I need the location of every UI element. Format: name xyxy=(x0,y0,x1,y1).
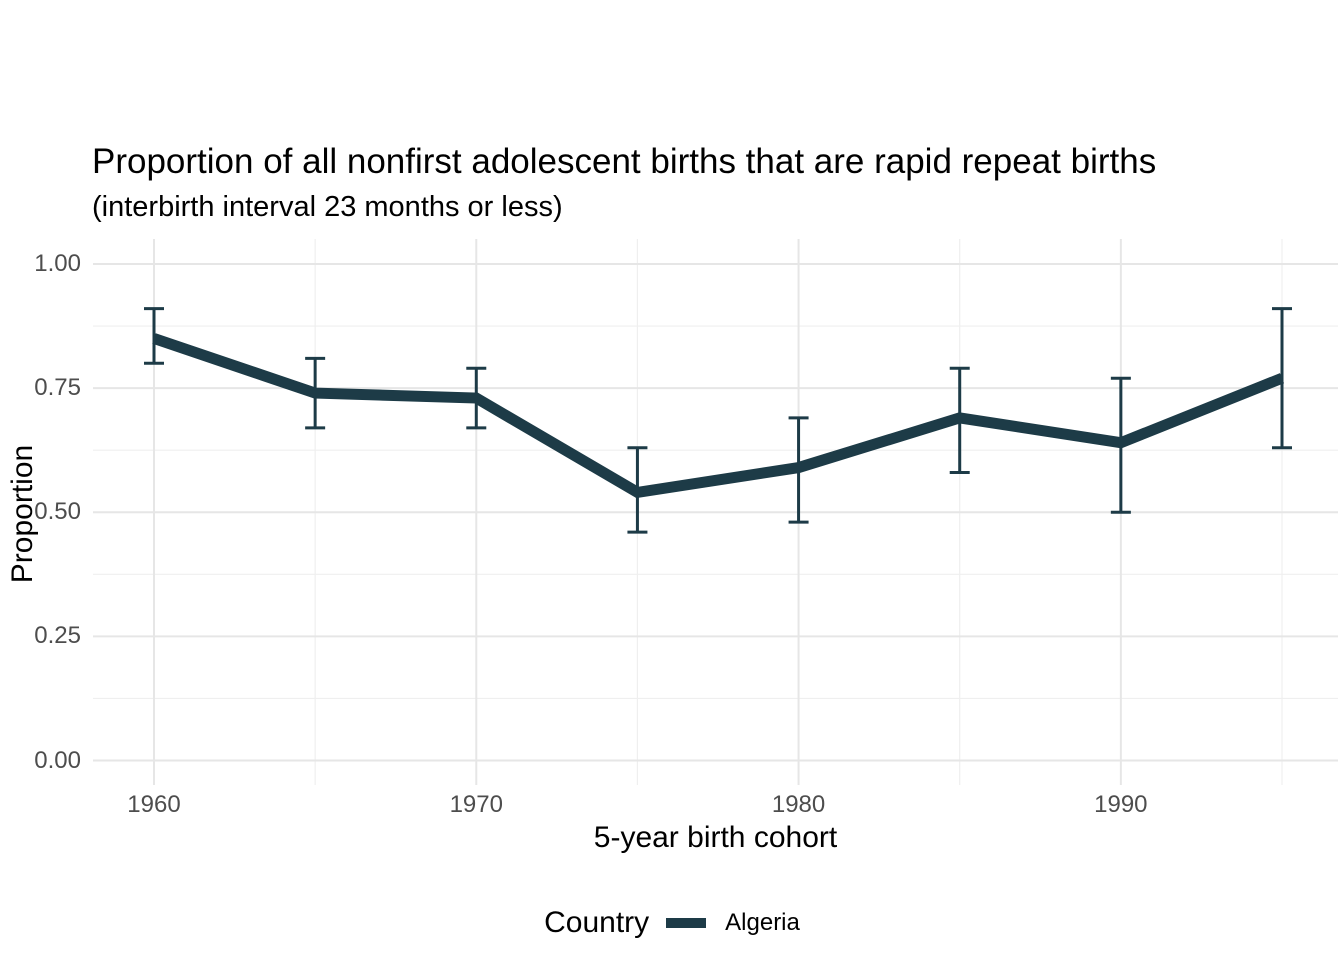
data-line xyxy=(152,333,1285,499)
y-tick-label: 1.00 xyxy=(34,250,81,277)
y-tick-label: 0.50 xyxy=(34,498,81,526)
y-tick-label: 0.75 xyxy=(34,374,81,402)
chart-title: Proportion of all nonfirst adolescent bi… xyxy=(92,142,1157,181)
x-tick-label: 1970 xyxy=(449,791,503,818)
legend-line-swatch xyxy=(666,918,707,928)
y-axis-title: Proportion xyxy=(6,444,39,584)
y-tick-label: 0.25 xyxy=(34,622,81,650)
x-axis-title: 5-year birth cohort xyxy=(593,821,838,854)
y-tick-label: 0.00 xyxy=(34,746,81,774)
legend-title: Country xyxy=(544,906,650,939)
x-tick-label: 1960 xyxy=(127,791,181,818)
legend: Country Algeria xyxy=(0,905,1344,941)
x-tick-label: 1980 xyxy=(771,791,826,818)
legend-item-label: Algeria xyxy=(725,909,800,936)
chart-subtitle: (interbirth interval 23 months or less) xyxy=(92,191,563,223)
x-tick-label: 1990 xyxy=(1094,791,1148,818)
